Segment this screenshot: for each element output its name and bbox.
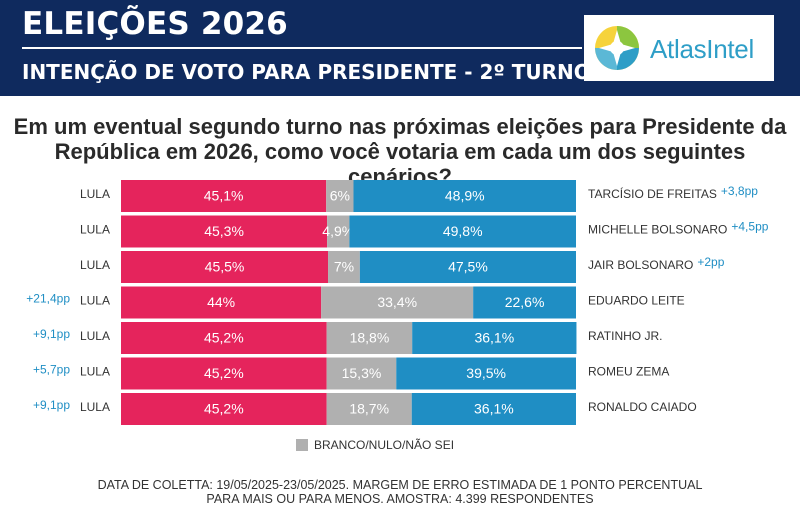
- change-note: +2pp: [697, 255, 724, 269]
- bar-segment: [359, 251, 576, 283]
- change-note: +9,1pp: [33, 327, 70, 341]
- footer-line-2: PARA MAIS OU PARA MENOS. AMOSTRA: 4.399 …: [206, 492, 594, 506]
- header-banner: ELEIÇÕES 2026 INTENÇÃO DE VOTO PARA PRES…: [0, 0, 800, 96]
- row-label-opponent: EDUARDO LEITE: [588, 294, 685, 308]
- data-label: 22,6%: [505, 294, 545, 310]
- bar-segment: [326, 393, 412, 425]
- data-label: 45,5%: [205, 259, 245, 275]
- data-label: 36,1%: [474, 401, 514, 417]
- change-note: +21,4pp: [26, 292, 70, 306]
- change-note: +9,1pp: [33, 398, 70, 412]
- bar-segment: [411, 393, 576, 425]
- bar-segment: [121, 215, 328, 248]
- bar-segment: [327, 215, 350, 248]
- data-label: 49,8%: [443, 223, 483, 239]
- data-label: 4,9%: [322, 223, 354, 239]
- data-label: 18,7%: [349, 401, 389, 417]
- data-label: 45,2%: [204, 365, 244, 381]
- row-label-opponent: RATINHO JR.: [588, 329, 662, 343]
- methodology-note: DATA DE COLETTA: 19/05/2025-23/05/2025. …: [0, 478, 800, 506]
- footer-line-1: DATA DE COLETTA: 19/05/2025-23/05/2025. …: [97, 478, 703, 492]
- title-divider: [22, 47, 582, 49]
- bar-segment: [121, 180, 327, 212]
- compass-star-icon: [595, 26, 639, 70]
- data-label: 15,3%: [342, 365, 382, 381]
- data-label: 45,1%: [204, 188, 244, 204]
- change-note: +5,7pp: [33, 363, 70, 377]
- bar-segment: [326, 322, 413, 354]
- bar-segment: [473, 286, 576, 319]
- bar-segment: [328, 251, 360, 283]
- row-label-opponent: ROMEU ZEMA: [588, 365, 669, 379]
- bar-segment: [353, 180, 576, 212]
- question-line-2: República em 2026, como você votaria em …: [54, 139, 746, 189]
- data-label: 18,8%: [350, 330, 390, 346]
- data-label: 33,4%: [377, 294, 417, 310]
- data-label: 44%: [207, 294, 235, 310]
- bar-segment: [326, 180, 354, 212]
- data-label: 45,3%: [204, 223, 244, 239]
- data-label: 48,9%: [445, 188, 485, 204]
- survey-question: Em um eventual segundo turno nas próxima…: [0, 114, 800, 189]
- row-label-lula: LULA: [80, 223, 110, 237]
- row-label-opponent: TARCÍSIO DE FREITAS: [588, 186, 717, 201]
- legend-label-blank: BRANCO/NULO/NÃO SEI: [314, 438, 455, 452]
- bar-segment: [121, 286, 322, 319]
- page-title: ELEIÇÕES 2026: [22, 6, 288, 42]
- data-label: 47,5%: [448, 259, 488, 275]
- bar-segment: [396, 357, 576, 390]
- change-note: +4,5pp: [731, 220, 768, 234]
- bar-segment: [121, 357, 327, 390]
- row-label-opponent: JAIR BOLSONARO: [588, 258, 693, 272]
- data-label: 39,5%: [466, 365, 506, 381]
- chart-legend: BRANCO/NULO/NÃO SEI: [296, 438, 454, 452]
- row-label-lula: LULA: [80, 329, 110, 343]
- bar-segment: [412, 322, 577, 354]
- data-label: 45,2%: [204, 330, 244, 346]
- row-label-lula: LULA: [80, 187, 110, 201]
- change-note: +3,8pp: [721, 184, 758, 198]
- row-label-opponent: RONALDO CAIADO: [588, 400, 697, 414]
- row-label-lula: LULA: [80, 400, 110, 414]
- row-label-lula: LULA: [80, 294, 110, 308]
- bar-segment: [121, 393, 327, 425]
- question-line-1: Em um eventual segundo turno nas próxima…: [13, 114, 787, 139]
- data-label: 36,1%: [474, 330, 514, 346]
- page-subtitle: INTENÇÃO DE VOTO PARA PRESIDENTE - 2º TU…: [22, 60, 591, 84]
- row-label-lula: LULA: [80, 365, 110, 379]
- bar-segment: [121, 322, 327, 354]
- bar-segment: [321, 286, 474, 319]
- data-label: 45,2%: [204, 401, 244, 417]
- legend-swatch-blank: [296, 439, 308, 451]
- bar-segment: [121, 251, 329, 283]
- bar-segment: [349, 215, 576, 248]
- row-label-lula: LULA: [80, 258, 110, 272]
- bar-segment: [326, 357, 397, 390]
- row-label-opponent: MICHELLE BOLSONARO: [588, 223, 727, 237]
- atlasintel-logo: AtlasIntel: [584, 15, 774, 81]
- data-label: 7%: [334, 259, 354, 275]
- logo-wordmark: AtlasIntel: [650, 34, 754, 64]
- data-label: 6%: [330, 188, 350, 204]
